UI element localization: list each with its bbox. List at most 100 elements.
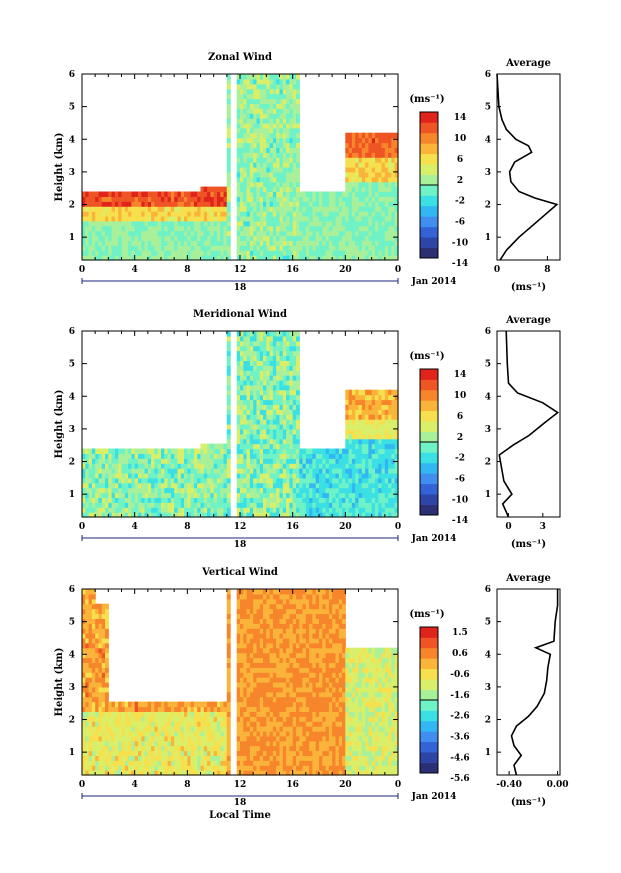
heatmap-cell	[381, 132, 386, 139]
heatmap-cell	[286, 477, 290, 484]
heatmap-cell	[289, 250, 294, 256]
heatmap-cell	[256, 88, 261, 95]
heatmap-cell	[134, 196, 139, 202]
heatmap-cell	[266, 230, 271, 237]
heatmap-cell	[226, 118, 231, 124]
heatmap-cell	[141, 482, 146, 489]
heatmap-cell	[184, 225, 188, 232]
heatmap-cell	[91, 628, 96, 634]
heatmap-cell	[249, 492, 254, 498]
heatmap-cell	[296, 428, 300, 435]
heatmap-cell	[243, 433, 248, 440]
heatmap-cell	[391, 181, 396, 188]
heatmap-cell	[269, 78, 274, 85]
heatmap-cell	[328, 453, 333, 459]
heatmap-cell	[315, 211, 320, 217]
colorbar-swatch	[420, 132, 438, 144]
heatmap-cell	[236, 220, 241, 227]
heatmap-cell	[286, 443, 290, 450]
heatmap-cell	[114, 735, 119, 742]
heatmap-cell	[243, 399, 248, 405]
heatmap-cell	[282, 186, 287, 193]
heatmap-cell	[282, 171, 287, 178]
heatmap-cell	[98, 677, 103, 683]
heatmap-cell	[259, 167, 264, 173]
heatmap-cell	[249, 171, 254, 178]
heatmap-cell	[322, 191, 327, 197]
heatmap-cell	[282, 196, 287, 202]
heatmap-cell	[332, 458, 337, 464]
heatmap-cell	[243, 375, 248, 381]
heatmap-cell	[276, 468, 281, 474]
heatmap-cell	[91, 623, 96, 629]
heatmap-cell	[118, 225, 123, 232]
heatmap-cell	[305, 472, 310, 479]
heatmap-cell	[269, 103, 274, 109]
heatmap-cell	[279, 331, 284, 337]
heatmap-cell	[266, 414, 271, 420]
heatmap-cell	[269, 428, 274, 435]
heatmap-cell	[85, 497, 90, 503]
heatmap-cell	[394, 176, 399, 183]
heatmap-cell	[236, 443, 241, 450]
heatmap-cell	[328, 201, 333, 207]
heatmap-cell	[289, 191, 294, 197]
heatmap-cell	[371, 220, 376, 227]
heatmap-cell	[246, 472, 251, 479]
heatmap-cell	[361, 472, 366, 479]
heatmap-cell	[394, 443, 399, 450]
heatmap-cell	[299, 206, 304, 212]
heatmap-cell	[95, 477, 100, 484]
heatmap-cell	[88, 628, 93, 634]
heatmap-cell	[213, 482, 218, 489]
heatmap-cell	[279, 152, 284, 158]
heatmap-cell	[98, 196, 103, 202]
heatmap-cell	[325, 191, 330, 197]
heatmap-cell	[220, 477, 225, 484]
heatmap-cell	[144, 755, 149, 761]
heatmap-cell	[85, 618, 90, 624]
heatmap-cell	[266, 424, 271, 430]
heatmap-cell	[114, 497, 119, 503]
heatmap-cell	[108, 765, 113, 771]
heatmap-cell	[213, 255, 218, 261]
heatmap-cell	[144, 211, 149, 217]
heatmap-cell	[375, 220, 379, 227]
heatmap-cell	[114, 255, 119, 261]
heatmap-cell	[269, 118, 274, 124]
heatmap-cell	[226, 419, 231, 425]
heatmap-cell	[111, 240, 116, 246]
heatmap-cell	[134, 215, 139, 222]
heatmap-cell	[286, 132, 290, 139]
heatmap-cell	[157, 477, 162, 484]
heatmap-cell	[342, 225, 346, 232]
heatmap-cell	[378, 472, 383, 479]
heatmap-cell	[200, 211, 205, 217]
heatmap-cell	[187, 701, 192, 708]
heatmap-cell	[351, 492, 356, 498]
heatmap-cell	[381, 250, 386, 256]
heatmap-cell	[144, 492, 149, 498]
heatmap-cell	[180, 487, 185, 494]
heatmap-cell	[253, 507, 258, 513]
heatmap-cell	[114, 463, 119, 469]
heatmap-cell	[210, 448, 215, 454]
heatmap-cell	[328, 255, 333, 261]
heatmap-cell	[167, 492, 172, 498]
heatmap-cell	[338, 220, 343, 227]
heatmap-cell	[82, 211, 86, 217]
heatmap-cell	[269, 468, 274, 474]
heatmap-cell	[253, 137, 258, 144]
heatmap-cell	[114, 453, 119, 459]
heatmap-cell	[259, 438, 264, 445]
heatmap-cell	[170, 711, 175, 717]
heatmap-cell	[147, 453, 152, 459]
heatmap-cell	[256, 502, 261, 508]
heatmap-cell	[276, 220, 281, 227]
heatmap-cell	[174, 215, 179, 222]
colorbar-tick-label: -10	[452, 238, 468, 248]
heatmap-cell	[144, 502, 149, 508]
heatmap-cell	[91, 618, 96, 624]
heatmap-cell	[167, 191, 172, 197]
